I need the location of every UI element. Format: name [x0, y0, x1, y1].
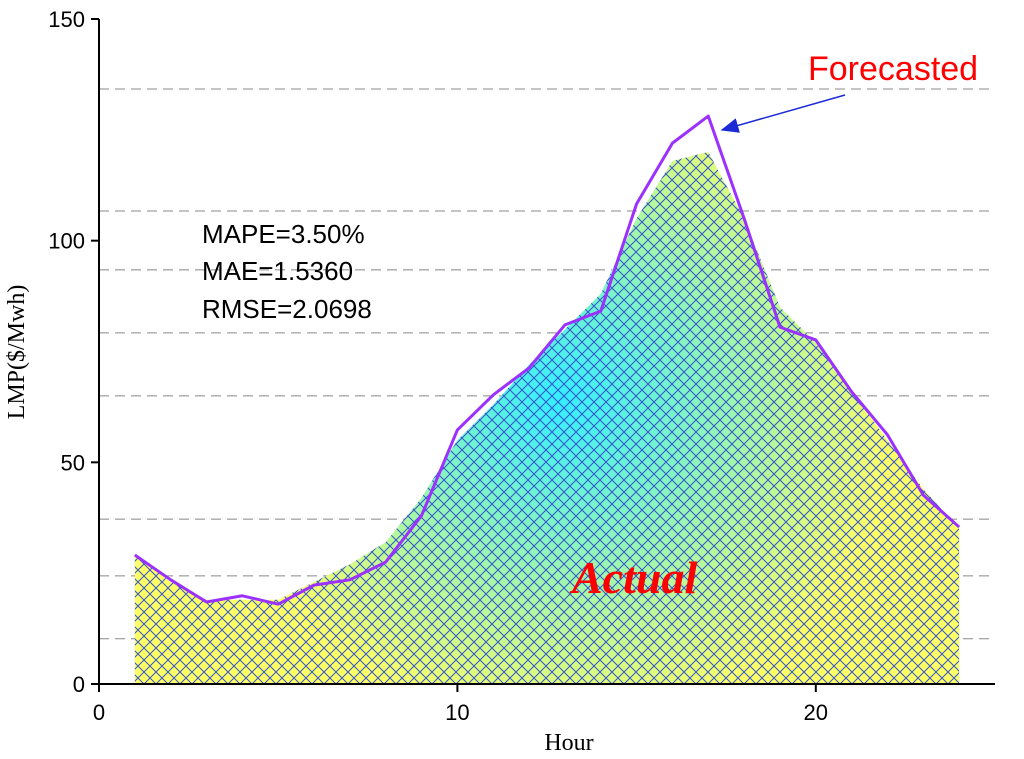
y-tick-label: 150: [48, 7, 85, 32]
stat-text: MAPE=3.50%: [202, 219, 365, 249]
y-tick-label: 0: [73, 672, 85, 697]
y-tick-label: 100: [48, 229, 85, 254]
line: [133, 114, 961, 606]
area-hatch: [134, 152, 960, 684]
y-axis-title: LMP($/Mwh): [4, 285, 30, 420]
stat-text: MAE=1.5360: [202, 256, 353, 286]
forecast-label: Forecasted: [808, 50, 978, 88]
callout-arrow: [720, 94, 846, 133]
x-tick-label: 10: [445, 700, 469, 725]
stat-text: RMSE=2.0698: [202, 294, 372, 324]
x-axis-title: Hour: [544, 730, 593, 756]
y-tick-label: 50: [61, 450, 85, 475]
x-tick-label: 20: [804, 700, 828, 725]
actual-label: Actual: [569, 552, 697, 603]
x-tick-label: 0: [93, 700, 105, 725]
